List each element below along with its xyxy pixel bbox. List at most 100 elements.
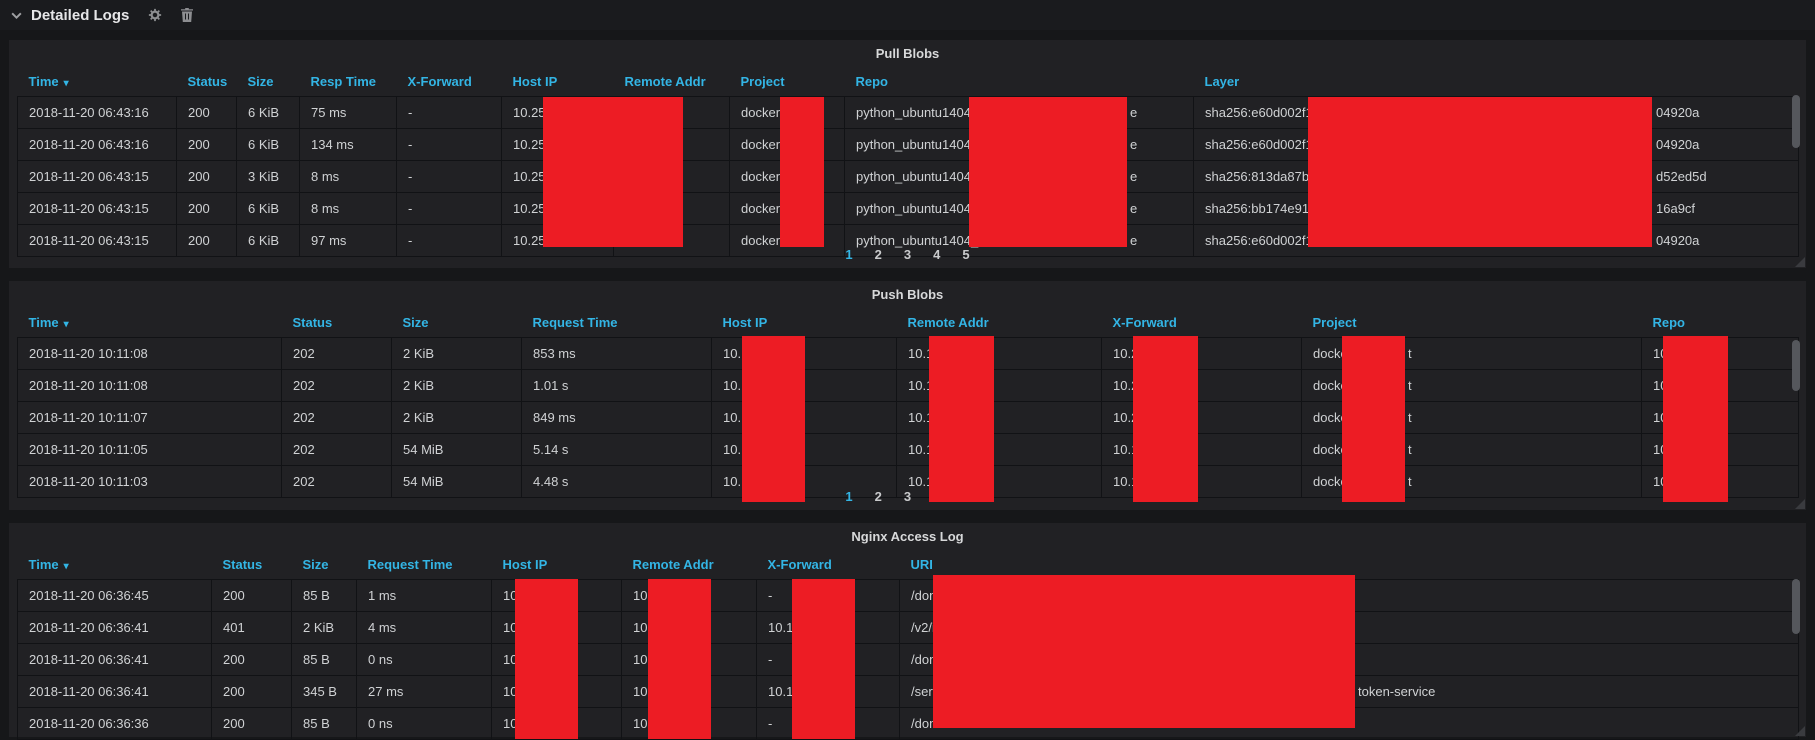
scrollbar[interactable] <box>1792 340 1800 391</box>
column-header-remote-addr[interactable]: Remote Addr <box>896 307 1102 338</box>
cell: 2018-11-20 06:43:15 <box>17 224 177 257</box>
panel-resize-handle[interactable] <box>1795 726 1805 736</box>
panel-resize-handle[interactable] <box>1795 499 1805 509</box>
page-button[interactable]: 4 <box>933 247 941 262</box>
cell: 2018-11-20 10:11:03 <box>17 465 282 498</box>
cell: 2018-11-20 06:36:41 <box>17 643 212 676</box>
redaction-box <box>1342 336 1405 502</box>
table-row: 2018-11-20 06:36:45 200 85 B 1 ms 10.2 1… <box>17 579 1799 612</box>
panel-title[interactable]: Nginx Access Log <box>851 529 964 544</box>
column-header-host-ip[interactable]: Host IP <box>711 307 897 338</box>
gear-icon[interactable] <box>148 8 162 22</box>
table-row: 2018-11-20 10:11:07 202 2 KiB 849 ms 10.… <box>17 401 1799 434</box>
column-header-size[interactable]: Size <box>391 307 522 338</box>
chevron-down-icon[interactable] <box>10 9 23 22</box>
page-button[interactable]: 5 <box>962 247 970 262</box>
panel-push-blobs: Push Blobs Time ▾ Status Size Request Tim… <box>9 281 1806 510</box>
pagination: 1 2 3 4 5 <box>9 247 1806 262</box>
column-header-uri[interactable]: URI <box>899 549 1799 580</box>
cell: 1 ms <box>356 579 492 612</box>
cell: 200 <box>176 160 237 193</box>
scrollbar[interactable] <box>1792 579 1800 634</box>
table-row: 2018-11-20 06:36:41 401 2 KiB 4 ms 10.2 … <box>17 611 1799 644</box>
cell: 202 <box>281 337 392 370</box>
page-button[interactable]: 2 <box>874 247 882 262</box>
column-header-remote-addr[interactable]: Remote Addr <box>613 66 730 97</box>
cell: 2018-11-20 10:11:08 <box>17 369 282 402</box>
redaction-box <box>543 97 683 247</box>
cell: 6 KiB <box>236 96 300 129</box>
panel-resize-handle[interactable] <box>1795 257 1805 267</box>
column-header-repo[interactable]: Repo <box>844 66 1194 97</box>
cell: 0 ns <box>356 707 492 740</box>
row-title[interactable]: Detailed Logs <box>31 6 130 24</box>
redaction-box <box>648 579 711 739</box>
column-header-status[interactable]: Status <box>281 307 392 338</box>
redaction-box <box>515 579 578 739</box>
column-header-time[interactable]: Time ▾ <box>17 66 177 97</box>
column-header-status[interactable]: Status <box>176 66 237 97</box>
column-header-size[interactable]: Size <box>291 549 357 580</box>
cell: 54 MiB <box>391 465 522 498</box>
cell: 10.2 <box>1101 369 1302 402</box>
column-header-x-forward[interactable]: X-Forward <box>396 66 502 97</box>
cell: 134 ms <box>299 128 397 161</box>
page-button[interactable]: 3 <box>903 247 912 262</box>
cell: 200 <box>176 128 237 161</box>
column-header-status[interactable]: Status <box>211 549 292 580</box>
column-header-x-forward[interactable]: X-Forward <box>756 549 900 580</box>
page-button[interactable]: 1 <box>845 247 853 262</box>
column-header-size[interactable]: Size <box>236 66 300 97</box>
column-header-project[interactable]: Project <box>1301 307 1642 338</box>
column-header-layer[interactable]: Layer <box>1193 66 1799 97</box>
cell: 5.14 s <box>521 433 712 466</box>
cell: 200 <box>176 96 237 129</box>
column-header-repo[interactable]: Repo <box>1641 307 1799 338</box>
push-blobs-table: Time ▾ Status Size Request Time Host IP R… <box>17 307 1799 498</box>
page-button[interactable]: 2 <box>874 489 882 504</box>
cell: 2018-11-20 06:43:15 <box>17 192 177 225</box>
cell: 6 KiB <box>236 128 300 161</box>
cell: - <box>396 160 502 193</box>
cell: 202 <box>281 433 392 466</box>
cell: 0 ns <box>356 643 492 676</box>
redaction-box <box>780 97 824 247</box>
cell: 85 B <box>291 643 357 676</box>
trash-icon[interactable] <box>181 8 194 22</box>
cell: 2018-11-20 06:36:36 <box>17 707 212 740</box>
cell: 8 ms <box>299 192 397 225</box>
cell: 85 B <box>291 707 357 740</box>
column-header-project[interactable]: Project <box>729 66 845 97</box>
cell: 10.1 <box>896 369 1102 402</box>
page-button[interactable]: 1 <box>845 489 853 504</box>
cell: 2 KiB <box>391 369 522 402</box>
column-header-time[interactable]: Time ▾ <box>17 549 212 580</box>
cell: - <box>396 128 502 161</box>
column-header-time[interactable]: Time ▾ <box>17 307 282 338</box>
column-header-host-ip[interactable]: Host IP <box>501 66 614 97</box>
column-header-resp-time[interactable]: Resp Time <box>299 66 397 97</box>
column-header-x-forward[interactable]: X-Forward <box>1101 307 1302 338</box>
cell: 10.1 <box>896 337 1102 370</box>
column-header-request-time[interactable]: Request Time <box>356 549 492 580</box>
cell: 10.1 <box>896 433 1102 466</box>
cell: 849 ms <box>521 401 712 434</box>
column-header-request-time[interactable]: Request Time <box>521 307 712 338</box>
cell: 27 ms <box>356 675 492 708</box>
page-button[interactable]: 3 <box>903 489 912 504</box>
panel-title[interactable]: Push Blobs <box>871 287 944 302</box>
dashboard-row-header: Detailed Logs <box>0 0 1815 30</box>
panel-title[interactable]: Pull Blobs <box>875 46 940 61</box>
column-header-remote-addr[interactable]: Remote Addr <box>621 549 757 580</box>
cell: 2 KiB <box>291 611 357 644</box>
cell: 4.48 s <box>521 465 712 498</box>
column-header-host-ip[interactable]: Host IP <box>491 549 622 580</box>
cell: 10.2 <box>1101 337 1302 370</box>
cell: 4 ms <box>356 611 492 644</box>
cell: 2018-11-20 06:36:45 <box>17 579 212 612</box>
redaction-box <box>1133 336 1198 502</box>
table-row: 2018-11-20 06:36:41 200 85 B 0 ns 10.2 1… <box>17 643 1799 676</box>
table-row: 2018-11-20 10:11:05 202 54 MiB 5.14 s 10… <box>17 433 1799 466</box>
scrollbar[interactable] <box>1792 95 1800 148</box>
